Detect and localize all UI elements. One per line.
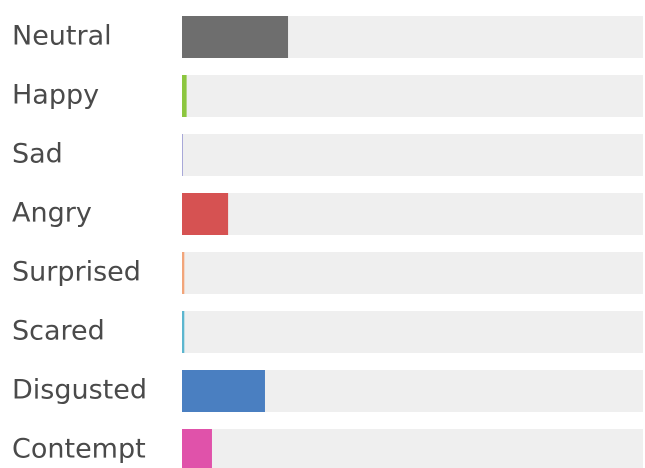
category-label: Neutral xyxy=(12,21,112,52)
category-label: Surprised xyxy=(12,257,141,288)
bar-track xyxy=(182,75,643,117)
category-label: Happy xyxy=(12,80,99,111)
bar xyxy=(182,311,185,353)
bar xyxy=(182,370,265,412)
bar-track xyxy=(182,134,643,176)
bar-track xyxy=(182,252,643,294)
category-label: Sad xyxy=(12,139,63,170)
bar-track xyxy=(182,193,643,235)
category-label: Angry xyxy=(12,198,92,229)
bar xyxy=(182,252,185,294)
category-label: Scared xyxy=(12,316,105,347)
bar xyxy=(182,16,289,58)
bar xyxy=(182,193,229,235)
bar xyxy=(182,429,212,468)
bar xyxy=(182,75,187,117)
category-label: Contempt xyxy=(12,434,146,465)
category-label: Disgusted xyxy=(12,375,147,406)
bar-track xyxy=(182,311,643,353)
bar-track xyxy=(182,429,643,468)
bar xyxy=(182,134,183,176)
